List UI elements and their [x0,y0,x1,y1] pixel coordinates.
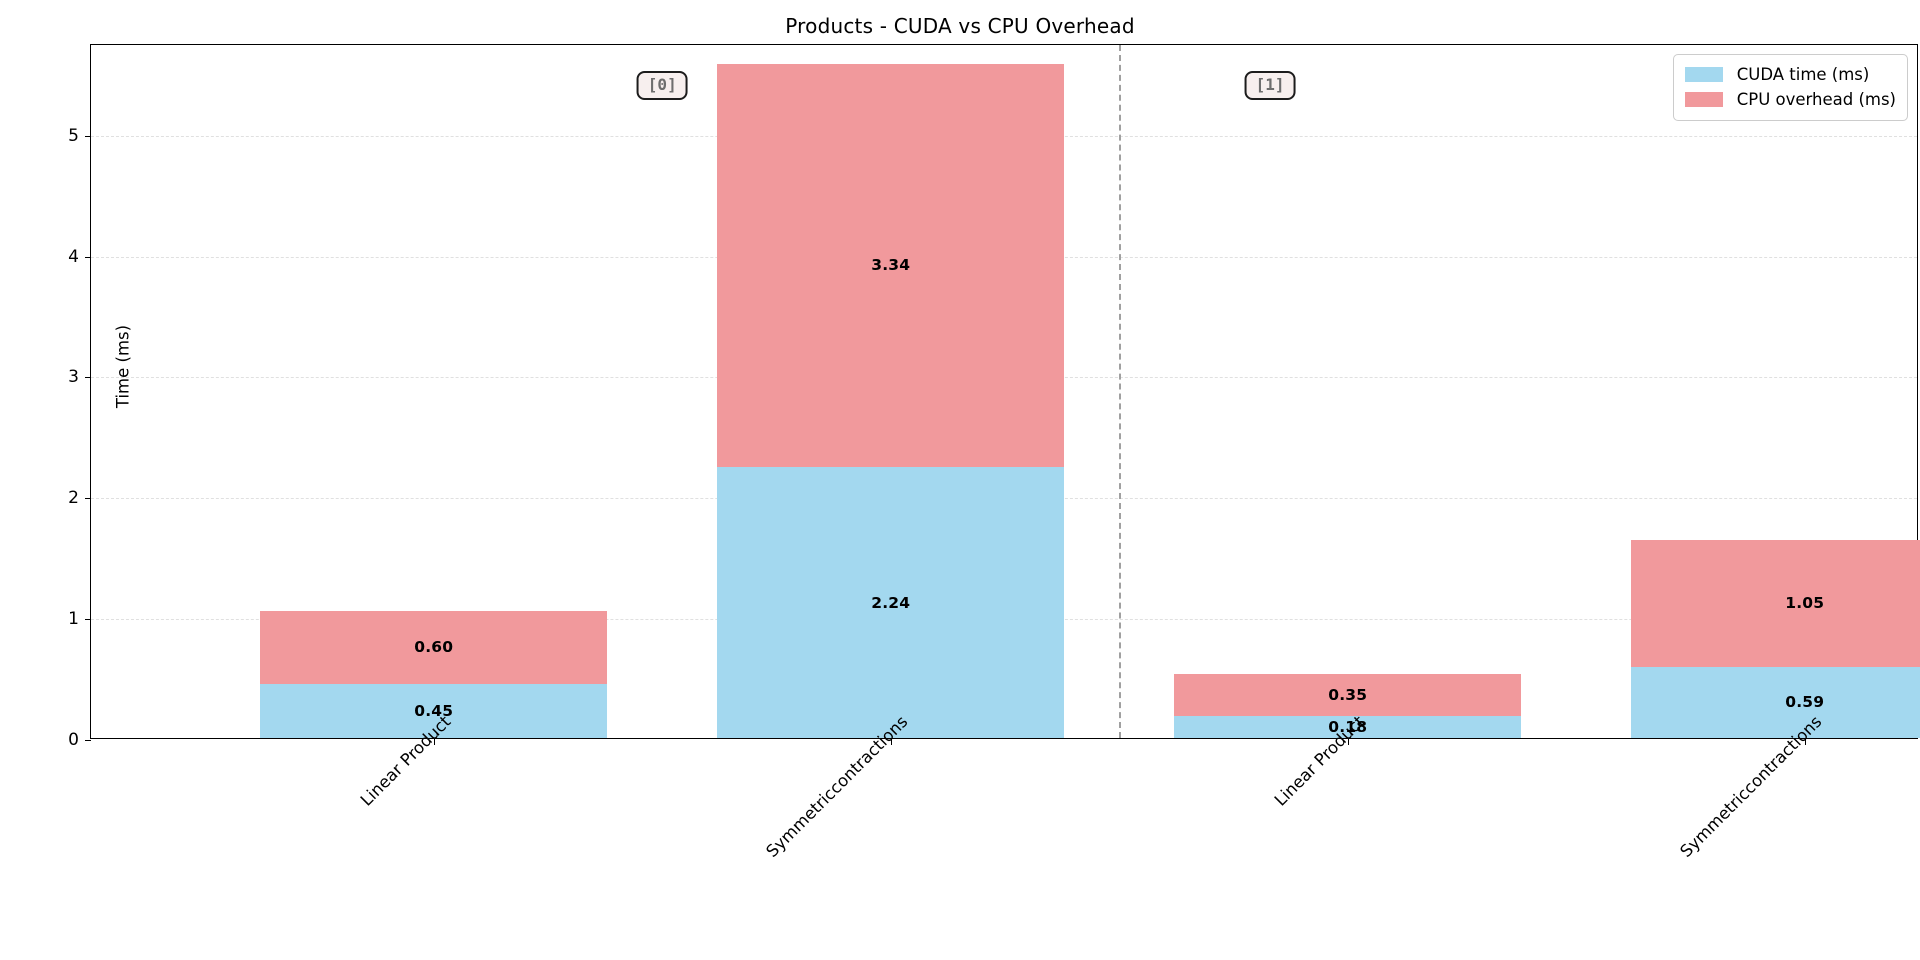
y-tick-mark [84,619,91,621]
plot-area: Time (ms) 0 1 2 3 4 5 0.45 0.60 2.24 3.34 0.18 0.3… [68,44,1920,750]
x-tick-mark [433,738,435,745]
bar-value-label: 2.24 [871,593,911,612]
chart-legend[interactable]: CUDA time (ms) CPU overhead (ms) [1672,54,1908,121]
bar-value-label: 0.18 [1328,718,1368,737]
y-tick-label: 4 [68,246,79,267]
x-tick-mark [1347,738,1349,745]
y-axis-label: Time (ms) [113,324,133,409]
y-tick-mark [84,377,91,379]
group-tag: [1] [1244,71,1296,100]
legend-label: CUDA time (ms) [1736,65,1870,84]
y-tick-mark [84,256,91,258]
bar-segment-cuda[interactable]: 0.45 [260,683,608,738]
bar-stack[interactable]: 0.45 0.60 [260,611,608,738]
y-tick-mark [84,498,91,500]
y-tick-label: 0 [68,730,79,750]
bar-stack[interactable]: 0.59 1.05 [1631,539,1920,738]
bar-value-label: 3.34 [871,256,911,275]
y-tick-label: 5 [68,125,79,146]
x-tick-mark [1804,738,1806,745]
bar-segment-cpu-overhead[interactable]: 0.60 [260,611,608,684]
bar-segment-cuda[interactable]: 2.24 [717,467,1065,738]
legend-item[interactable]: CPU overhead (ms) [1684,87,1896,112]
bar-segment-cpu-overhead[interactable]: 0.35 [1174,673,1522,717]
bar-segment-cuda[interactable]: 0.59 [1631,666,1920,738]
legend-item[interactable]: CUDA time (ms) [1684,62,1896,87]
bar-value-label: 0.35 [1328,686,1368,705]
bar-segment-cpu-overhead[interactable]: 1.05 [1631,539,1920,667]
bar-value-label: 0.45 [414,701,454,720]
bar-segment-cuda[interactable]: 0.18 [1174,716,1522,738]
group-divider [1119,45,1122,738]
x-tick-mark [890,738,892,745]
legend-label: CPU overhead (ms) [1736,90,1896,109]
legend-swatch-icon [1684,67,1723,82]
bar-value-label: 1.05 [1785,594,1825,613]
y-tick-mark [84,740,91,741]
bar-stack[interactable]: 0.18 0.35 [1174,673,1522,738]
bar-stack[interactable]: 2.24 3.34 [717,63,1065,738]
bar-value-label: 0.59 [1785,693,1825,712]
legend-swatch-icon [1684,92,1723,107]
y-tick-label: 3 [68,367,79,388]
group-tag: [0] [636,71,688,100]
chart-title: Products - CUDA vs CPU Overhead [785,14,1135,38]
bar-value-label: 0.60 [414,638,454,657]
bar-segment-cpu-overhead[interactable]: 3.34 [717,63,1065,468]
y-tick-label: 1 [68,609,79,630]
y-tick-mark [84,135,91,137]
y-tick-label: 2 [68,488,79,509]
